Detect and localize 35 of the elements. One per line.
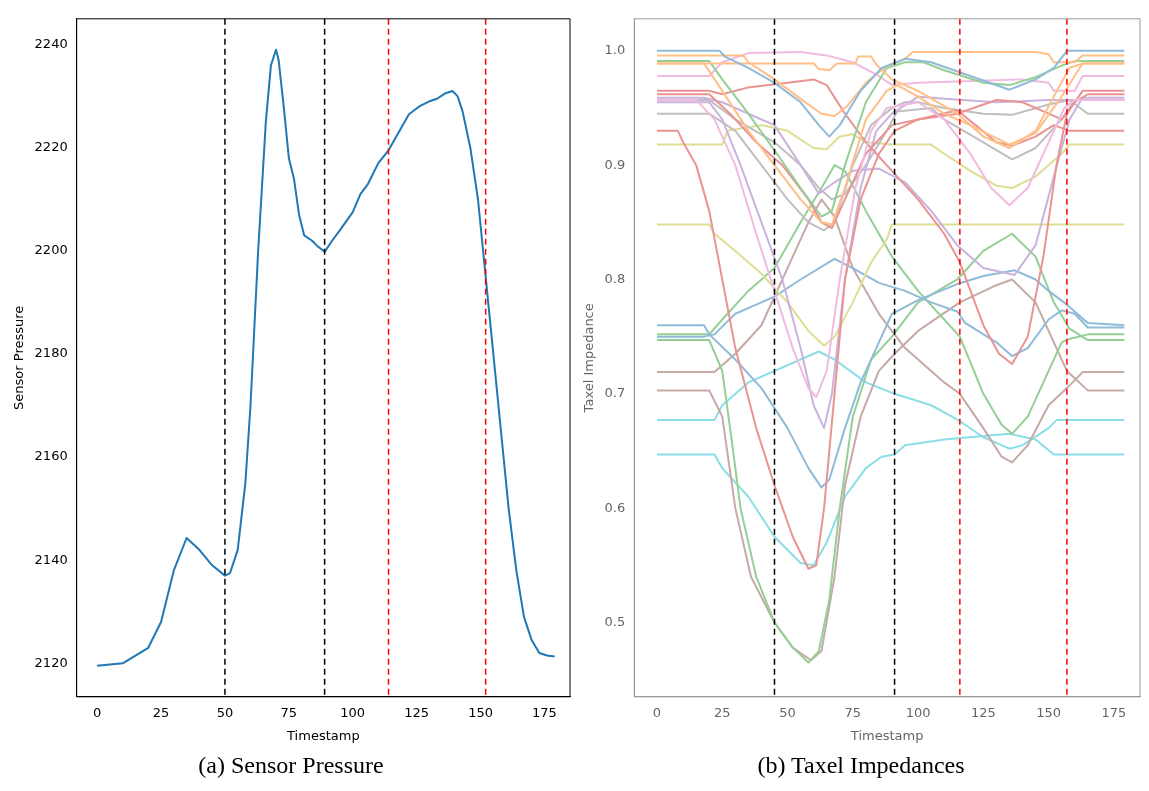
y-tick-label: 0.6 (604, 499, 626, 515)
x-axis-title: Timestamp (286, 727, 360, 743)
y-tick-label: 2140 (34, 551, 68, 567)
x-tick-label: 75 (844, 704, 862, 720)
x-tick-label: 175 (1101, 704, 1127, 720)
x-tick-label: 75 (280, 704, 298, 720)
text: (a) Sensor Pressure (197, 752, 385, 779)
x-tick-label: 50 (216, 704, 234, 720)
y-tick-label: 1.0 (604, 42, 626, 58)
x-tick-label: 100 (340, 704, 366, 720)
y-tick-label: 2160 (34, 448, 68, 464)
x-tick-label: 50 (779, 704, 796, 720)
x-tick-label: 150 (468, 704, 493, 720)
x-tick-label: 100 (905, 704, 931, 720)
y-axis-title: Taxel Impedance (581, 303, 597, 414)
x-tick-label: 125 (404, 704, 430, 720)
y-tick-label: 0.7 (604, 385, 626, 401)
x-tick-label: 150 (1036, 704, 1062, 720)
x-tick-label: 25 (713, 704, 731, 720)
y-tick-label: 2220 (34, 139, 68, 155)
y-tick-label: 2200 (34, 242, 68, 258)
y-tick-label: 0.9 (604, 156, 626, 172)
y-tick-label: 0.8 (604, 270, 626, 286)
text: (b) Taxel Impedances (756, 752, 966, 779)
x-tick-label: 125 (970, 704, 996, 720)
y-tick-label: 2120 (34, 654, 68, 670)
y-tick-label: 2240 (34, 35, 68, 51)
y-tick-label: 0.5 (604, 613, 626, 629)
x-tick-label: 175 (532, 704, 557, 720)
y-axis-title: Sensor Pressure (11, 305, 27, 410)
x-tick-label: 0 (92, 704, 102, 720)
x-tick-label: 25 (152, 704, 170, 720)
y-tick-label: 2180 (34, 345, 68, 361)
x-tick-label: 0 (652, 704, 662, 720)
x-axis-title: Timestamp (849, 727, 924, 743)
